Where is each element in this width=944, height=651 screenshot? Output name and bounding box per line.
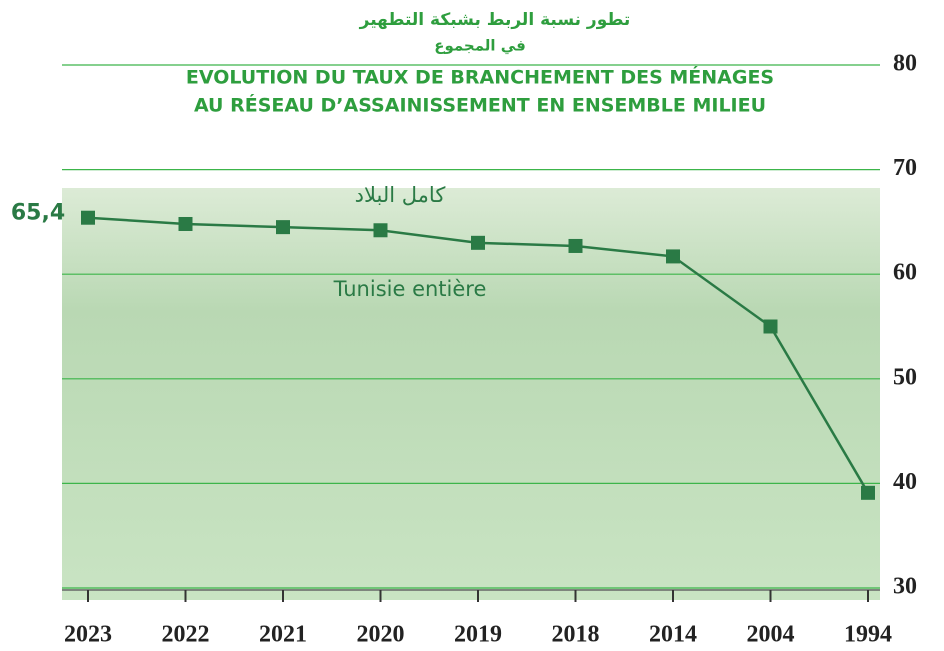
y-tick-label: 40: [893, 469, 917, 495]
x-tick-label: 2004: [747, 622, 795, 648]
legend-label: Tunisie entière: [333, 277, 487, 301]
title-ar: في المجموع: [434, 37, 526, 55]
point: [764, 320, 778, 334]
title-ar: تطور نسبة الربط بشبكة التطهير: [359, 10, 631, 30]
chart: تطور نسبة الربط بشبكة التطهير في المجموع…: [0, 0, 944, 651]
point: [179, 217, 193, 231]
value-label: 65,4: [11, 201, 65, 226]
y-tick-label: 70: [893, 155, 917, 181]
x-tick-label: 2023: [64, 622, 112, 648]
y-tick-label: 60: [893, 260, 917, 286]
y-tick-label: 30: [893, 574, 917, 600]
x-tick-label: 2018: [552, 622, 600, 648]
point: [374, 223, 388, 237]
chart-title: AU RÉSEAU D’ASSAINISSEMENT EN ENSEMBLE M…: [194, 94, 766, 117]
y-tick-label: 80: [893, 51, 917, 77]
point: [471, 236, 485, 250]
series-label-ar: كامل البلاد: [355, 183, 446, 207]
point: [81, 211, 95, 225]
point: [276, 220, 290, 234]
x-tick-label: 2020: [357, 622, 405, 648]
point: [861, 486, 875, 500]
point: [569, 239, 583, 253]
point: [666, 249, 680, 263]
x-tick-label: 1994: [844, 622, 892, 648]
x-tick-label: 2019: [454, 622, 502, 648]
x-tick-label: 2021: [259, 622, 307, 648]
chart-title: EVOLUTION DU TAUX DE BRANCHEMENT DES MÉN…: [186, 66, 774, 89]
x-tick-label: 2022: [162, 622, 210, 648]
x-tick-label: 2014: [649, 622, 697, 648]
y-tick-label: 50: [893, 364, 917, 390]
